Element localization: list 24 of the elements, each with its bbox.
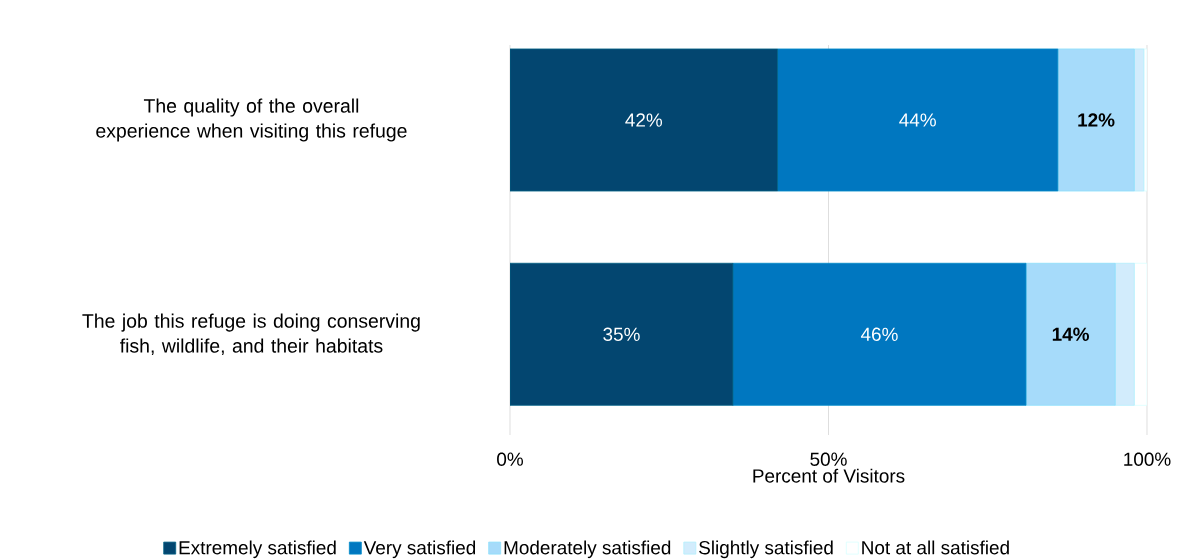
- bar: [1057, 48, 1135, 192]
- data-label: 42%: [625, 113, 663, 127]
- data-label: 14%: [1052, 327, 1090, 341]
- legend-label: Not at all satisfied: [862, 540, 1009, 555]
- data-label: 46%: [860, 327, 898, 341]
- legend-label: Slightly satisfied: [699, 540, 833, 559]
- x-tick-label: 0%: [497, 452, 523, 466]
- bar: [777, 48, 1059, 192]
- bar: [1114, 262, 1135, 406]
- bar: [510, 262, 734, 406]
- y-tick-label: The quality of the overall experience when visiting this refuge: [96, 98, 407, 142]
- bar: [1025, 262, 1116, 406]
- bar: [510, 48, 778, 192]
- data-label: 35%: [603, 327, 640, 341]
- legend-label: Moderately satisfied: [504, 540, 671, 559]
- data-label: 44%: [899, 113, 936, 127]
- y-tick-label: The job this refuge is doing conserving fish, wildlife, and their habitats: [82, 313, 420, 356]
- x-tick-label: 50%: [810, 452, 847, 466]
- x-axis-title: Percent of Visitors: [753, 468, 905, 483]
- legend-label: Extremely satisfied: [179, 540, 336, 559]
- legend-label: Very satisfied: [363, 540, 476, 559]
- data-label: 12%: [1078, 113, 1115, 127]
- x-tick-label: 100%: [1124, 452, 1171, 466]
- bar: [732, 262, 1027, 406]
